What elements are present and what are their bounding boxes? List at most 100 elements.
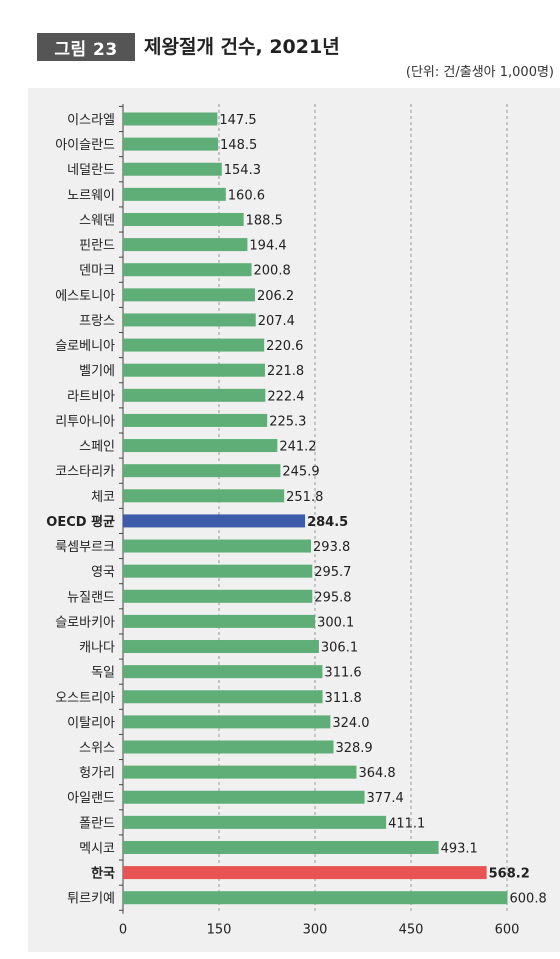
bar	[123, 690, 323, 704]
category-label: 독일	[91, 666, 115, 681]
value-label: 284.5	[307, 515, 348, 530]
category-label: 스위스	[79, 741, 115, 756]
category-label: 멕시코	[79, 841, 115, 856]
category-label: 라트비아	[67, 389, 115, 404]
value-label: 147.5	[219, 113, 256, 128]
x-tick-label: 0	[119, 923, 127, 938]
bar	[123, 815, 387, 829]
category-label: 코스타리카	[55, 465, 115, 480]
x-tick-label: 450	[399, 923, 424, 938]
value-label: 328.9	[335, 741, 372, 756]
value-label: 194.4	[249, 239, 286, 254]
bar	[123, 413, 268, 427]
value-label: 568.2	[489, 867, 530, 882]
value-label: 221.8	[267, 364, 304, 379]
x-tick-label: 600	[495, 923, 520, 938]
value-label: 306.1	[321, 641, 358, 656]
category-label: 프랑스	[79, 314, 115, 329]
bar	[123, 112, 218, 126]
value-label: 154.3	[224, 163, 261, 178]
category-label: 오스트리아	[55, 691, 115, 706]
category-label: 체코	[91, 490, 115, 505]
bar	[123, 790, 365, 804]
category-label: 헝가리	[79, 766, 115, 781]
value-label: 411.1	[388, 816, 425, 831]
bar	[123, 614, 316, 628]
category-label: 룩셈부르크	[55, 540, 115, 555]
bar	[123, 840, 439, 854]
x-tick-label: 300	[303, 923, 328, 938]
bar	[123, 439, 278, 453]
value-label: 220.6	[266, 339, 303, 354]
value-label: 188.5	[246, 213, 283, 228]
value-label: 295.7	[314, 565, 351, 580]
bar	[123, 388, 266, 402]
category-label: 영국	[91, 565, 115, 580]
bar	[123, 313, 256, 327]
category-label: 한국	[91, 866, 115, 882]
category-label: 네덜란드	[67, 163, 115, 178]
chart-title: 제왕절개 건수, 2021년	[144, 36, 340, 58]
bar	[123, 489, 285, 503]
value-label: 222.4	[267, 389, 304, 404]
category-label: 아일랜드	[67, 791, 115, 806]
bar	[123, 589, 313, 603]
bar	[123, 866, 487, 880]
value-label: 148.5	[220, 138, 257, 153]
value-label: 206.2	[257, 289, 294, 304]
bar	[123, 338, 265, 352]
value-label: 300.1	[317, 615, 354, 630]
bar	[123, 539, 312, 553]
bar	[123, 288, 255, 302]
category-label: 아이슬란드	[55, 138, 115, 153]
value-label: 324.0	[332, 716, 369, 731]
category-label: 스페인	[79, 440, 115, 455]
value-label: 225.3	[269, 414, 306, 429]
bar	[123, 187, 226, 201]
category-label: 폴란드	[79, 816, 115, 831]
category-label: 뉴질랜드	[67, 590, 115, 605]
value-label: 245.9	[282, 465, 319, 480]
value-label: 160.6	[228, 188, 265, 203]
value-label: 311.6	[324, 666, 361, 681]
category-label: 스웨덴	[79, 213, 115, 228]
bar	[123, 665, 323, 679]
value-label: 600.8	[510, 892, 547, 907]
bar	[123, 263, 252, 277]
bar	[123, 765, 357, 779]
value-label: 200.8	[254, 264, 291, 279]
value-label: 493.1	[441, 841, 478, 856]
value-label: 364.8	[358, 766, 395, 781]
bar	[123, 162, 222, 176]
value-label: 311.8	[325, 691, 362, 706]
category-label: 튀르키예	[67, 892, 115, 907]
category-label: 에스토니아	[55, 289, 115, 304]
category-label: 노르웨이	[67, 188, 115, 203]
bar	[123, 740, 334, 754]
bar	[123, 514, 306, 528]
category-label: 슬로베니아	[55, 339, 115, 354]
figure-label: 그림 23	[37, 33, 135, 61]
bar	[123, 891, 508, 905]
bar	[123, 212, 244, 226]
unit-label: (단위: 건/출생아 1,000명)	[405, 65, 554, 80]
category-label: 덴마크	[79, 264, 115, 279]
category-label: 캐나다	[79, 641, 115, 656]
value-label: 241.2	[279, 440, 316, 455]
category-label: 이탈리아	[67, 716, 115, 731]
category-label: 슬로바키아	[55, 615, 115, 630]
bar	[123, 363, 265, 377]
bar	[123, 564, 313, 578]
bar	[123, 464, 281, 478]
bar	[123, 238, 248, 252]
value-label: 295.8	[314, 590, 351, 605]
bar	[123, 715, 331, 729]
category-label: OECD 평균	[46, 514, 115, 530]
category-label: 리투아니아	[55, 414, 115, 429]
value-label: 207.4	[258, 314, 295, 329]
category-label: 이스라엘	[67, 113, 115, 128]
figure-header: 그림 23 제왕절개 건수, 2021년 (단위: 건/출생아 1,000명)	[0, 0, 560, 82]
value-label: 377.4	[367, 791, 404, 806]
category-label: 핀란드	[79, 239, 115, 254]
